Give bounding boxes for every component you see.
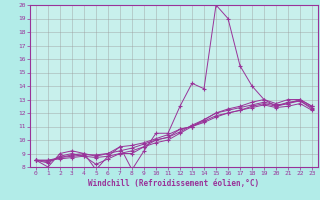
X-axis label: Windchill (Refroidissement éolien,°C): Windchill (Refroidissement éolien,°C) (88, 179, 260, 188)
